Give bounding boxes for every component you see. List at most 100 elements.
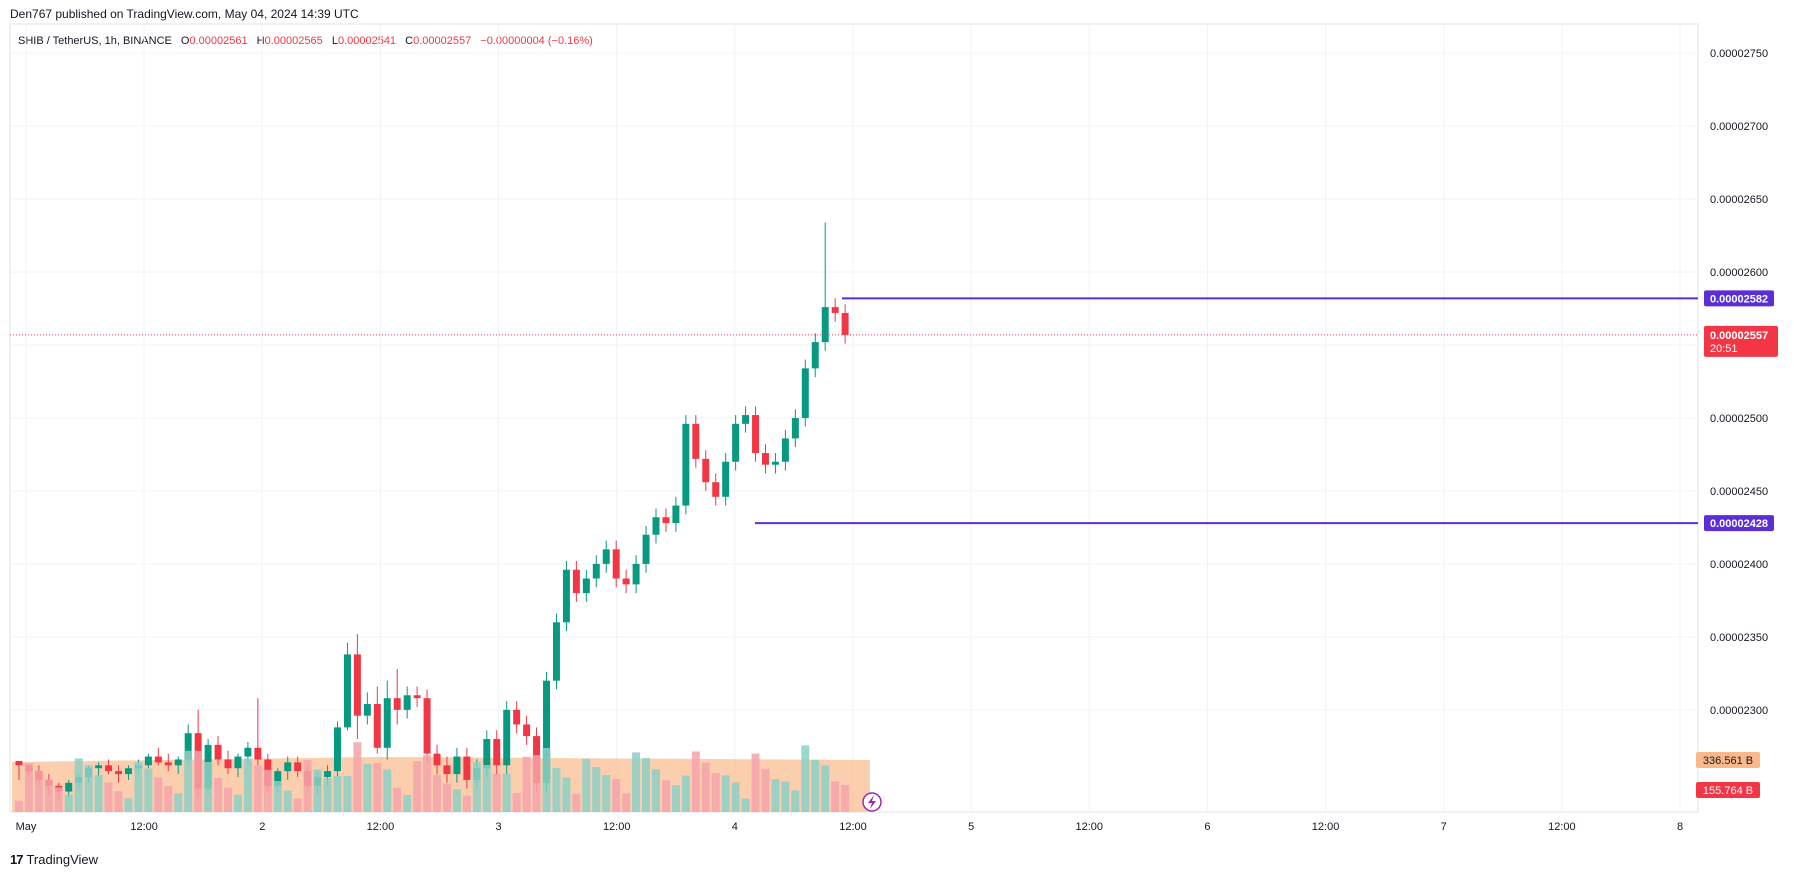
y-tick-label: 0.00002350 — [1710, 632, 1768, 644]
volume-bar — [542, 748, 551, 812]
candle-body — [523, 724, 531, 737]
candle-body — [503, 709, 511, 766]
volume-bar — [721, 775, 730, 812]
volume-bar — [811, 759, 820, 812]
volume-bar — [572, 793, 581, 812]
volume-bar — [821, 765, 830, 812]
candle-body — [244, 747, 252, 757]
low-label: L — [331, 35, 338, 47]
y-tick-label: 0.00002300 — [1710, 705, 1768, 717]
volume-bar — [24, 763, 33, 812]
volume-bar — [293, 798, 302, 812]
level-price-text: 0.00002582 — [1710, 293, 1768, 305]
candle-body — [682, 423, 690, 506]
candle-body — [652, 517, 660, 535]
volume-bar — [253, 765, 262, 812]
level-price-tag — [1704, 515, 1774, 532]
candle-body — [443, 765, 451, 775]
candle-body — [363, 704, 371, 716]
candle-body — [732, 423, 740, 462]
level-price-text: 0.00002428 — [1710, 518, 1768, 530]
volume-bar — [403, 795, 412, 812]
volume-bar — [54, 787, 63, 812]
candle-body — [164, 762, 172, 766]
candle-body — [224, 759, 232, 769]
volume-bar — [154, 777, 163, 812]
volume-bar — [452, 789, 461, 812]
volume-bar — [771, 779, 780, 812]
high-label: H — [256, 35, 265, 47]
candle-body — [562, 569, 570, 623]
volume-bar — [502, 773, 511, 812]
volume-bar — [831, 781, 840, 812]
volume-bar — [512, 793, 521, 812]
volume-bar — [681, 775, 690, 812]
y-tick-label: 0.00002750 — [1710, 48, 1768, 60]
volume-bar — [423, 754, 432, 812]
volume-bar — [433, 774, 442, 812]
volume-bar — [731, 782, 740, 812]
volume-bar — [303, 760, 312, 812]
y-tick-label: 0.00002650 — [1710, 194, 1768, 206]
volume-bar — [184, 750, 193, 812]
candle-body — [672, 505, 680, 524]
candle-body — [712, 482, 720, 497]
candle-body — [294, 762, 302, 772]
volume-bar — [84, 765, 93, 812]
candle-body — [324, 771, 332, 777]
last-price-text: 0.00002557 — [1710, 330, 1768, 342]
lightning-icon-bolt — [868, 795, 876, 809]
volume-bar — [522, 756, 531, 812]
candle-body — [622, 578, 630, 585]
candle-body — [214, 744, 222, 760]
candle-body — [154, 756, 162, 763]
y-tick-label: 0.00002500 — [1710, 413, 1768, 425]
candle-body — [821, 307, 829, 343]
volume-bar — [64, 794, 73, 812]
volume-bar — [582, 759, 591, 812]
volume-bar — [691, 751, 700, 812]
x-tick-label: 7 — [1441, 821, 1447, 833]
last-price-tag — [1704, 325, 1778, 357]
volume-bar — [741, 798, 750, 812]
volume-bar — [144, 768, 153, 812]
low-value: 0.00002541 — [337, 35, 397, 47]
close-label: C — [405, 35, 414, 47]
candle-body — [592, 563, 600, 579]
candle-body — [642, 534, 650, 564]
x-tick-label: 12:00 — [130, 821, 158, 833]
volume-bar — [333, 776, 342, 812]
volume-bar — [383, 769, 392, 812]
candle-body — [662, 517, 670, 524]
x-tick-label: 12:00 — [1312, 821, 1340, 833]
y-tick-label: 0.00002700 — [1710, 121, 1768, 133]
candle-body — [493, 739, 501, 766]
candle-body — [811, 342, 819, 369]
candle-body — [632, 563, 640, 585]
volume-bar — [194, 750, 203, 812]
volume-bar — [492, 773, 501, 812]
volume-bar — [442, 783, 451, 812]
volume-bar — [472, 761, 481, 812]
candle-body — [801, 368, 809, 418]
candle-body — [572, 569, 580, 594]
volume-bar — [164, 786, 173, 812]
ohlc-legend: SHIB / TetherUS, 1h, BINANCE O0.00002561… — [18, 35, 593, 47]
volume-bar — [562, 777, 571, 812]
volume-bar — [532, 755, 541, 812]
volume-bar — [283, 790, 292, 812]
candle-body — [393, 698, 401, 710]
volume-bar — [761, 768, 770, 812]
x-tick-label: 12:00 — [1548, 821, 1576, 833]
candle-body — [771, 461, 779, 465]
candle-body — [483, 739, 491, 769]
candle-body — [105, 765, 113, 772]
candle-body — [115, 771, 122, 775]
close-value: 0.00002557 — [413, 35, 472, 47]
volume-bar — [353, 742, 362, 812]
volume-bar — [462, 795, 471, 812]
tradingview-logo[interactable]: 17 TradingView — [10, 852, 98, 867]
candle-body — [373, 704, 381, 748]
candle-body — [742, 415, 750, 424]
